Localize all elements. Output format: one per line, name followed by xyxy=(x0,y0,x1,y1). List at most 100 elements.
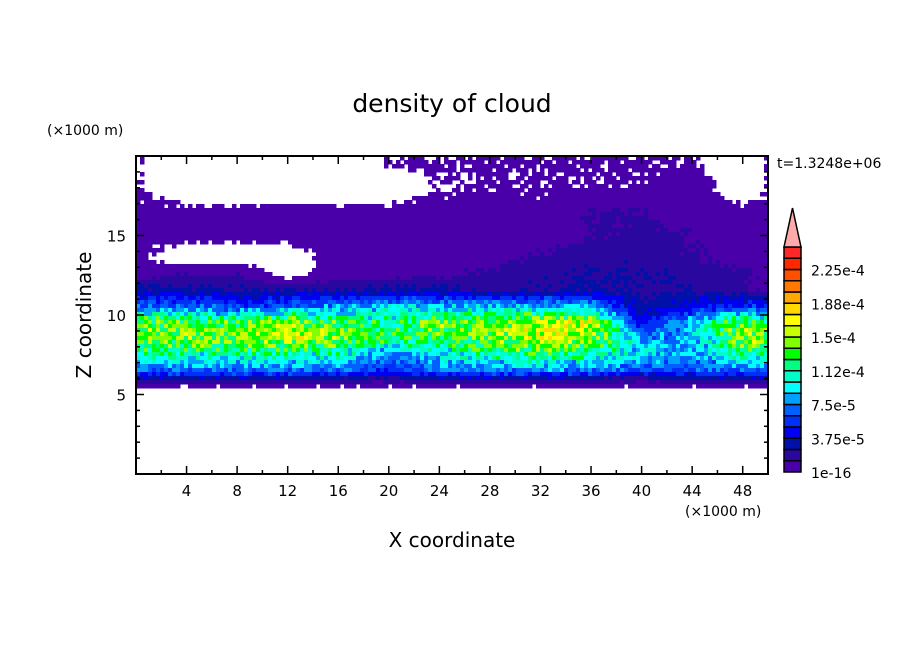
contour-cell xyxy=(408,236,413,241)
contour-cell xyxy=(544,292,549,297)
contour-cell xyxy=(704,312,709,317)
contour-cell xyxy=(488,292,493,297)
contour-cell xyxy=(516,192,521,197)
contour-cell xyxy=(264,240,269,245)
contour-cell xyxy=(504,236,509,241)
contour-cell xyxy=(280,208,285,213)
contour-cell xyxy=(380,308,385,313)
contour-cell xyxy=(136,220,141,225)
contour-cell xyxy=(420,292,425,297)
contour-cell xyxy=(676,172,681,177)
contour-cell xyxy=(584,272,589,277)
contour-cell xyxy=(320,204,325,209)
contour-cell xyxy=(508,260,513,265)
contour-cell xyxy=(564,248,569,253)
contour-cell xyxy=(476,160,481,165)
contour-cell xyxy=(248,204,253,209)
contour-cell xyxy=(172,312,177,317)
contour-cell xyxy=(164,240,169,245)
contour-cell xyxy=(164,212,169,217)
contour-cell xyxy=(500,292,505,297)
contour-cell xyxy=(292,224,297,229)
contour-cell xyxy=(156,204,161,209)
contour-cell xyxy=(608,164,613,169)
contour-cell xyxy=(496,172,501,177)
contour-cell xyxy=(728,236,733,241)
contour-cell xyxy=(224,212,229,217)
contour-cell xyxy=(460,292,465,297)
contour-cell xyxy=(376,236,381,241)
contour-cell xyxy=(152,300,157,305)
contour-cell xyxy=(472,220,477,225)
contour-cell xyxy=(252,228,257,233)
contour-cell xyxy=(448,280,453,285)
contour-cell xyxy=(744,256,749,261)
contour-cell xyxy=(652,240,657,245)
contour-cell xyxy=(612,268,617,273)
contour-cell xyxy=(476,304,481,309)
contour-cell xyxy=(564,284,569,289)
contour-cell xyxy=(468,244,473,249)
contour-cell xyxy=(196,288,201,293)
contour-cell xyxy=(660,236,665,241)
contour-cell xyxy=(272,224,277,229)
contour-cell xyxy=(380,312,385,317)
contour-cell xyxy=(176,228,181,233)
contour-cell xyxy=(648,304,653,309)
contour-cell xyxy=(724,292,729,297)
contour-cell xyxy=(584,164,589,169)
contour-cell xyxy=(476,228,481,233)
contour-cell xyxy=(284,300,289,305)
contour-cell xyxy=(752,304,757,309)
contour-cell xyxy=(212,216,217,221)
contour-cell xyxy=(508,296,513,301)
contour-cell xyxy=(152,204,157,209)
contour-cell xyxy=(736,296,741,301)
contour-cell xyxy=(588,308,593,313)
contour-cell xyxy=(212,300,217,305)
contour-cell xyxy=(376,300,381,305)
contour-cell xyxy=(452,276,457,281)
contour-cell xyxy=(396,228,401,233)
contour-cell xyxy=(488,272,493,277)
contour-cell xyxy=(152,264,157,269)
contour-cell xyxy=(608,200,613,205)
contour-cell xyxy=(540,256,545,261)
contour-cell xyxy=(676,184,681,189)
contour-cell xyxy=(320,276,325,281)
contour-cell xyxy=(716,236,721,241)
contour-cell xyxy=(484,288,489,293)
contour-cell xyxy=(420,220,425,225)
contour-cell xyxy=(324,216,329,221)
contour-cell xyxy=(488,300,493,305)
contour-cell xyxy=(408,292,413,297)
contour-cell xyxy=(736,280,741,285)
contour-cell xyxy=(528,240,533,245)
contour-cell xyxy=(728,260,733,265)
contour-cell xyxy=(428,168,433,173)
contour-cell xyxy=(532,220,537,225)
contour-cell xyxy=(764,244,769,249)
contour-cell xyxy=(512,304,517,309)
contour-cell xyxy=(312,308,317,313)
contour-cell xyxy=(296,244,301,249)
contour-cell xyxy=(308,204,313,209)
contour-cell xyxy=(748,284,753,289)
contour-cell xyxy=(692,272,697,277)
contour-cell xyxy=(416,280,421,285)
contour-cell xyxy=(464,240,469,245)
contour-cell xyxy=(524,280,529,285)
contour-cell xyxy=(504,212,509,217)
contour-cell xyxy=(684,228,689,233)
contour-cell xyxy=(628,280,633,285)
contour-cell xyxy=(136,308,141,313)
contour-cell xyxy=(400,308,405,313)
contour-cell xyxy=(608,224,613,229)
contour-cell xyxy=(508,184,513,189)
contour-cell xyxy=(364,260,369,265)
contour-cell xyxy=(440,300,445,305)
contour-cell xyxy=(408,200,413,205)
contour-cell xyxy=(592,196,597,201)
contour-cell xyxy=(460,196,465,201)
contour-cell xyxy=(572,308,577,313)
